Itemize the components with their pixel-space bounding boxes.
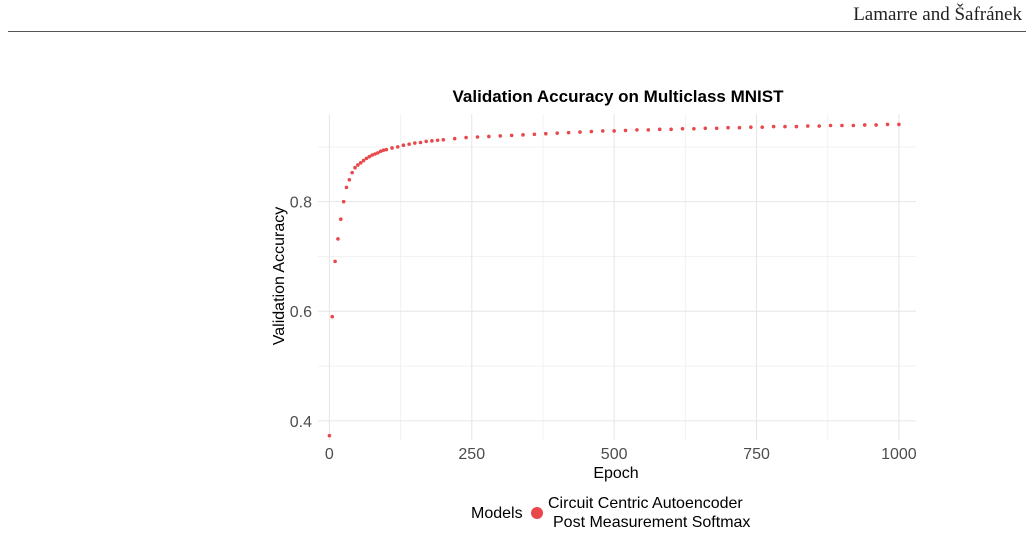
y-tick-label: 0.4 — [290, 414, 312, 431]
data-point — [692, 126, 696, 131]
data-point — [350, 170, 354, 175]
legend-key-circuit-centric-autoencoder — [531, 507, 543, 519]
data-point — [646, 128, 651, 132]
points-layer — [327, 122, 901, 438]
chart-title: Validation Accuracy on Multiclass MNIST — [453, 87, 785, 106]
data-point — [430, 139, 434, 143]
data-point — [680, 126, 685, 131]
data-point — [370, 153, 374, 157]
data-point — [862, 123, 867, 127]
data-point — [364, 156, 369, 161]
data-point — [555, 131, 559, 135]
data-point — [384, 147, 389, 152]
y-tick-label: 0.8 — [290, 195, 312, 212]
data-point — [657, 127, 662, 132]
data-point — [874, 123, 878, 127]
x-tick-label: 1000 — [881, 446, 917, 463]
data-point — [356, 163, 360, 167]
data-point — [851, 123, 856, 128]
data-point — [498, 134, 503, 138]
data-point — [794, 124, 799, 129]
x-axis-title: Epoch — [593, 465, 638, 482]
data-point — [353, 165, 357, 170]
data-point — [487, 134, 491, 139]
data-point — [714, 126, 719, 131]
data-point — [828, 123, 833, 128]
data-point — [544, 131, 548, 136]
data-point — [897, 122, 901, 127]
data-point — [344, 185, 349, 190]
data-point — [361, 158, 366, 163]
data-point — [424, 139, 429, 144]
x-tick-label: 750 — [743, 446, 770, 463]
data-point — [367, 154, 372, 159]
data-point — [358, 160, 363, 165]
data-point — [336, 237, 340, 241]
data-point — [435, 138, 440, 143]
data-point — [464, 135, 468, 140]
data-point — [441, 137, 446, 142]
data-point — [726, 125, 730, 130]
data-point — [452, 136, 457, 141]
data-point — [401, 143, 406, 148]
legend: Models Circuit Centric Autoencoder Post … — [471, 495, 750, 531]
data-point — [418, 140, 423, 145]
x-tick-label: 250 — [458, 446, 485, 463]
data-point — [376, 151, 380, 155]
legend-label-line1: Circuit Centric Autoencoder — [548, 495, 743, 512]
data-point — [840, 123, 844, 128]
data-point — [341, 199, 346, 204]
data-point — [395, 145, 400, 149]
data-point — [407, 142, 411, 146]
running-head: Lamarre and Šafránek — [853, 4, 1022, 25]
data-point — [475, 135, 480, 139]
y-axis-title: Validation Accuracy — [271, 207, 288, 345]
data-point — [566, 130, 571, 135]
data-point — [703, 126, 708, 131]
legend-title: Models — [471, 505, 523, 522]
data-point — [347, 177, 352, 182]
data-point — [749, 125, 753, 129]
data-point — [390, 146, 394, 150]
data-point — [669, 127, 673, 132]
y-tick-label: 0.6 — [290, 304, 312, 321]
data-point — [885, 122, 890, 127]
data-point — [327, 433, 332, 438]
header-rule — [8, 31, 1026, 32]
data-point — [771, 124, 776, 129]
data-point — [509, 133, 514, 138]
data-point — [623, 128, 628, 133]
legend-label-line2: Post Measurement Softmax — [553, 514, 750, 531]
data-point — [532, 132, 537, 137]
data-point — [373, 152, 377, 156]
data-point — [338, 217, 343, 221]
grid-layer — [318, 114, 916, 440]
x-tick-label: 0 — [325, 446, 334, 463]
data-point — [413, 141, 417, 145]
data-point — [817, 124, 821, 128]
data-point — [589, 129, 594, 134]
data-point — [635, 128, 639, 132]
data-point — [783, 124, 787, 129]
data-point — [578, 130, 582, 134]
data-point — [330, 314, 335, 319]
data-point — [333, 259, 337, 264]
data-point — [521, 133, 525, 137]
data-point — [737, 125, 742, 130]
data-point — [760, 125, 765, 129]
data-point — [612, 129, 616, 133]
tick-labels: 0 250 500 750 1000 0.4 0.6 0.8 — [290, 195, 917, 463]
data-point — [805, 124, 810, 128]
data-point — [378, 149, 383, 154]
data-point — [381, 148, 386, 152]
x-tick-label: 500 — [601, 446, 628, 463]
data-point — [600, 129, 605, 133]
